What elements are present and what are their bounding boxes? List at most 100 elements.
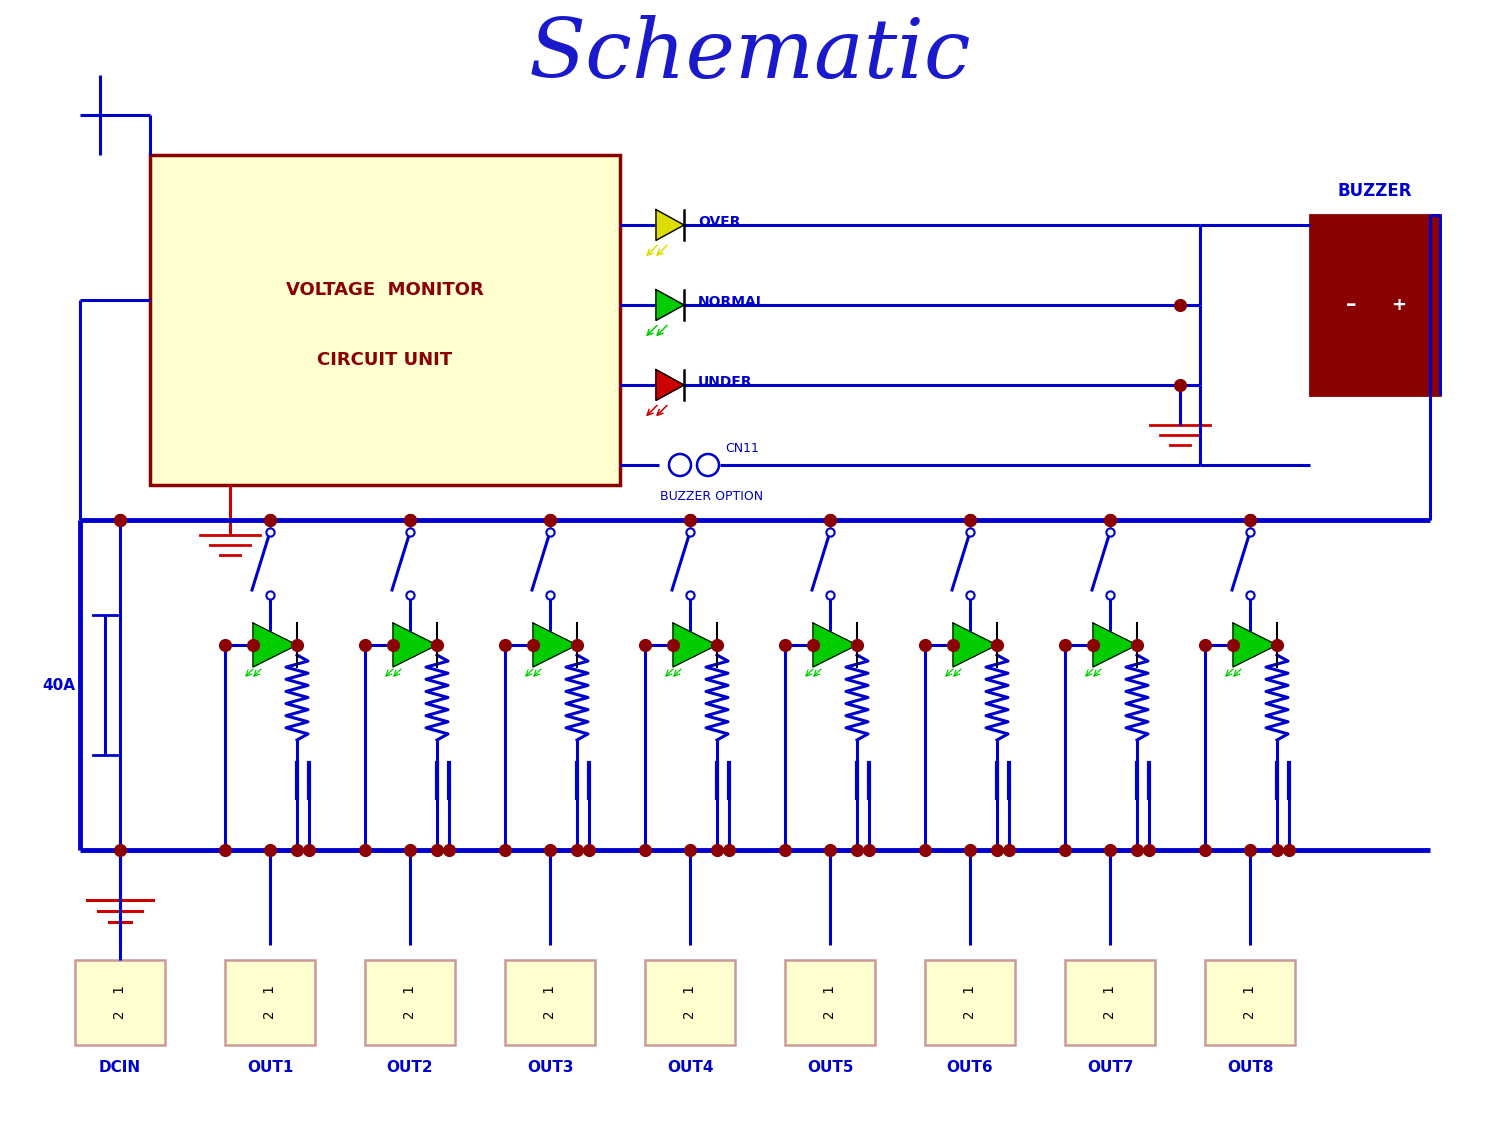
Point <box>958 842 982 860</box>
Text: +: + <box>1390 296 1406 314</box>
Point <box>398 511 422 529</box>
Point <box>818 511 842 529</box>
Point <box>1098 842 1122 860</box>
Point <box>772 636 796 654</box>
Point <box>801 636 825 654</box>
Point <box>398 842 422 860</box>
Point <box>108 511 132 529</box>
Point <box>398 523 422 541</box>
FancyBboxPatch shape <box>784 960 874 1045</box>
Polygon shape <box>952 623 998 667</box>
FancyBboxPatch shape <box>926 960 1016 1045</box>
Text: OVER: OVER <box>698 215 741 229</box>
Point <box>1053 842 1077 860</box>
Point <box>958 511 982 529</box>
Point <box>818 842 842 860</box>
Point <box>1168 296 1192 314</box>
Polygon shape <box>1233 623 1276 667</box>
Point <box>1238 511 1262 529</box>
FancyBboxPatch shape <box>225 960 315 1045</box>
Point <box>258 523 282 541</box>
Point <box>398 511 422 529</box>
Text: VOLTAGE  MONITOR: VOLTAGE MONITOR <box>286 281 484 299</box>
Point <box>285 636 309 654</box>
Point <box>844 842 868 860</box>
Text: OUT3: OUT3 <box>526 1060 573 1076</box>
Polygon shape <box>656 370 684 400</box>
Point <box>1082 636 1106 654</box>
Point <box>520 636 544 654</box>
Text: 2  1: 2 1 <box>682 986 698 1019</box>
Text: CIRCUIT UNIT: CIRCUIT UNIT <box>318 351 453 369</box>
Point <box>1264 842 1288 860</box>
Point <box>1264 636 1288 654</box>
Point <box>258 842 282 860</box>
Point <box>538 523 562 541</box>
Point <box>538 842 562 860</box>
Point <box>818 511 842 529</box>
Text: 2  1: 2 1 <box>543 986 556 1019</box>
Point <box>1192 842 1216 860</box>
Point <box>538 511 562 529</box>
Point <box>1276 842 1300 860</box>
Text: –: – <box>1347 295 1358 315</box>
Text: CN11: CN11 <box>724 442 759 454</box>
Text: 2  1: 2 1 <box>1244 986 1257 1019</box>
FancyBboxPatch shape <box>364 960 454 1045</box>
Text: 2  1: 2 1 <box>112 986 128 1019</box>
Point <box>285 842 309 860</box>
Point <box>705 842 729 860</box>
Point <box>818 586 842 604</box>
Point <box>352 636 376 654</box>
Point <box>352 842 376 860</box>
Text: OUT7: OUT7 <box>1086 1060 1134 1076</box>
Point <box>1125 842 1149 860</box>
Point <box>398 586 422 604</box>
Point <box>678 511 702 529</box>
Text: BUZZER OPTION: BUZZER OPTION <box>660 490 764 503</box>
Point <box>772 842 796 860</box>
FancyBboxPatch shape <box>1204 960 1294 1045</box>
Point <box>436 842 460 860</box>
Point <box>1125 636 1149 654</box>
Text: OUT8: OUT8 <box>1227 1060 1274 1076</box>
Point <box>494 636 517 654</box>
Point <box>494 842 517 860</box>
Point <box>1053 636 1077 654</box>
FancyBboxPatch shape <box>1065 960 1155 1045</box>
Point <box>717 842 741 860</box>
Polygon shape <box>532 623 578 667</box>
Polygon shape <box>674 623 717 667</box>
FancyBboxPatch shape <box>150 155 620 485</box>
Point <box>108 842 132 860</box>
Point <box>844 636 868 654</box>
Point <box>958 586 982 604</box>
FancyBboxPatch shape <box>645 960 735 1045</box>
Point <box>1238 523 1262 541</box>
Point <box>940 636 964 654</box>
Polygon shape <box>813 623 856 667</box>
Text: 2  1: 2 1 <box>262 986 278 1019</box>
FancyBboxPatch shape <box>506 960 596 1045</box>
Point <box>958 523 982 541</box>
Polygon shape <box>1094 623 1137 667</box>
Point <box>1221 636 1245 654</box>
Point <box>1098 523 1122 541</box>
FancyBboxPatch shape <box>75 960 165 1045</box>
Point <box>856 842 880 860</box>
Text: 40A: 40A <box>42 677 75 693</box>
Point <box>1098 586 1122 604</box>
Point <box>213 842 237 860</box>
Point <box>678 586 702 604</box>
Point <box>818 523 842 541</box>
Point <box>633 636 657 654</box>
Text: UNDER: UNDER <box>698 375 753 389</box>
Text: OUT1: OUT1 <box>248 1060 292 1076</box>
Point <box>1098 511 1122 529</box>
Polygon shape <box>656 289 684 321</box>
Point <box>566 842 590 860</box>
Point <box>958 511 982 529</box>
Point <box>424 842 448 860</box>
Point <box>705 636 729 654</box>
Text: OUT6: OUT6 <box>946 1060 993 1076</box>
